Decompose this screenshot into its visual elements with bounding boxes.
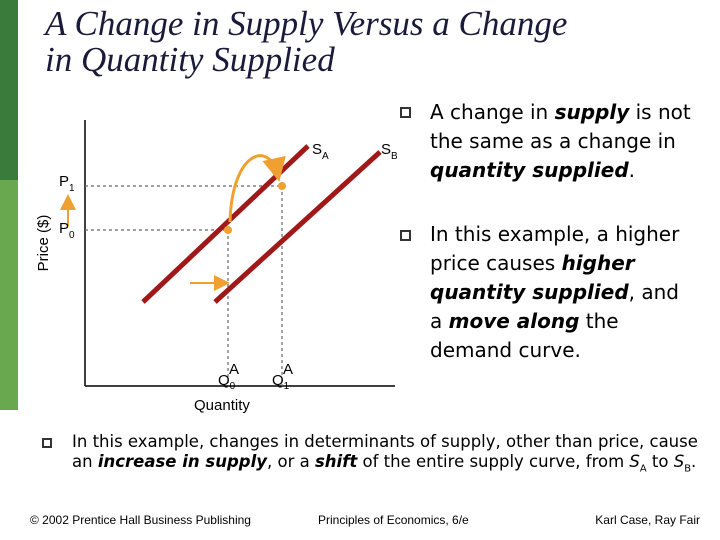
- text: 0: [69, 230, 75, 241]
- text: increase in supply: [97, 452, 267, 471]
- curve-label: SB: [381, 141, 398, 162]
- text: move along: [448, 309, 580, 333]
- text: 1: [69, 183, 75, 194]
- text: shift: [314, 452, 358, 471]
- accent-strip: [0, 180, 18, 410]
- text: .: [691, 452, 697, 471]
- text: 1: [284, 381, 290, 392]
- text: 0: [230, 381, 236, 392]
- accent-strip: [0, 0, 18, 180]
- text: quantity supplied: [430, 158, 629, 182]
- text: higher quantity supplied: [430, 251, 635, 304]
- text: of the entire supply curve, from: [357, 452, 630, 471]
- bullet: [400, 107, 411, 118]
- text: P: [59, 220, 69, 237]
- curve-label: SA: [312, 141, 329, 162]
- title: in Quantity Supplied: [45, 40, 335, 79]
- text: In this example, a higher price causes: [430, 222, 680, 275]
- text: S: [381, 141, 391, 158]
- x-axis-label: Quantity: [194, 397, 250, 414]
- quantity-label-sup: A: [229, 361, 239, 378]
- text: the demand curve.: [430, 309, 619, 362]
- footer: Karl Case, Ray Fair: [595, 513, 700, 527]
- price-label: P0: [59, 220, 75, 241]
- text: .: [628, 158, 635, 182]
- text: A: [639, 463, 647, 475]
- point: [224, 226, 232, 234]
- quantity-label: Q0: [218, 372, 236, 392]
- footer: © 2002 Prentice Hall Business Publishing: [30, 513, 251, 527]
- supply-curve-b: [213, 150, 382, 304]
- quantity-label-sup: A: [283, 361, 293, 378]
- text: S: [312, 141, 322, 158]
- text: A change in: [430, 100, 555, 124]
- text: P: [59, 173, 69, 190]
- dashed-guides: [85, 185, 283, 386]
- text: S: [629, 452, 640, 471]
- text: is not the same as a change in: [430, 100, 691, 153]
- point: [278, 182, 286, 190]
- text: , or a: [266, 452, 315, 471]
- text: S: [673, 452, 685, 471]
- text: A: [322, 151, 329, 162]
- y-axis-label: Price ($): [35, 215, 52, 272]
- bullet: [400, 230, 411, 241]
- bullet-text: In this example, a higher price causes h…: [430, 220, 695, 365]
- quantity-label: Q1: [272, 372, 290, 392]
- text: supply: [554, 100, 630, 124]
- bullet-text: A change in supply is not the same as a …: [430, 98, 695, 185]
- text: B: [684, 463, 691, 475]
- bullet: [42, 438, 52, 448]
- footer: Principles of Economics, 6/e: [318, 513, 469, 527]
- bullet-text: In this example, changes in determinants…: [72, 432, 702, 479]
- title: A Change in Supply Versus a Change: [45, 4, 568, 43]
- text: , and a: [430, 280, 679, 333]
- text: Q: [218, 372, 230, 389]
- text: In this example, changes in determinants…: [72, 432, 698, 471]
- text: to: [646, 452, 674, 471]
- price-label: P1: [59, 173, 75, 194]
- supply-curve-a: [141, 144, 310, 304]
- text: Q: [272, 372, 284, 389]
- movement-arrow: [228, 154, 286, 223]
- text: B: [391, 151, 398, 162]
